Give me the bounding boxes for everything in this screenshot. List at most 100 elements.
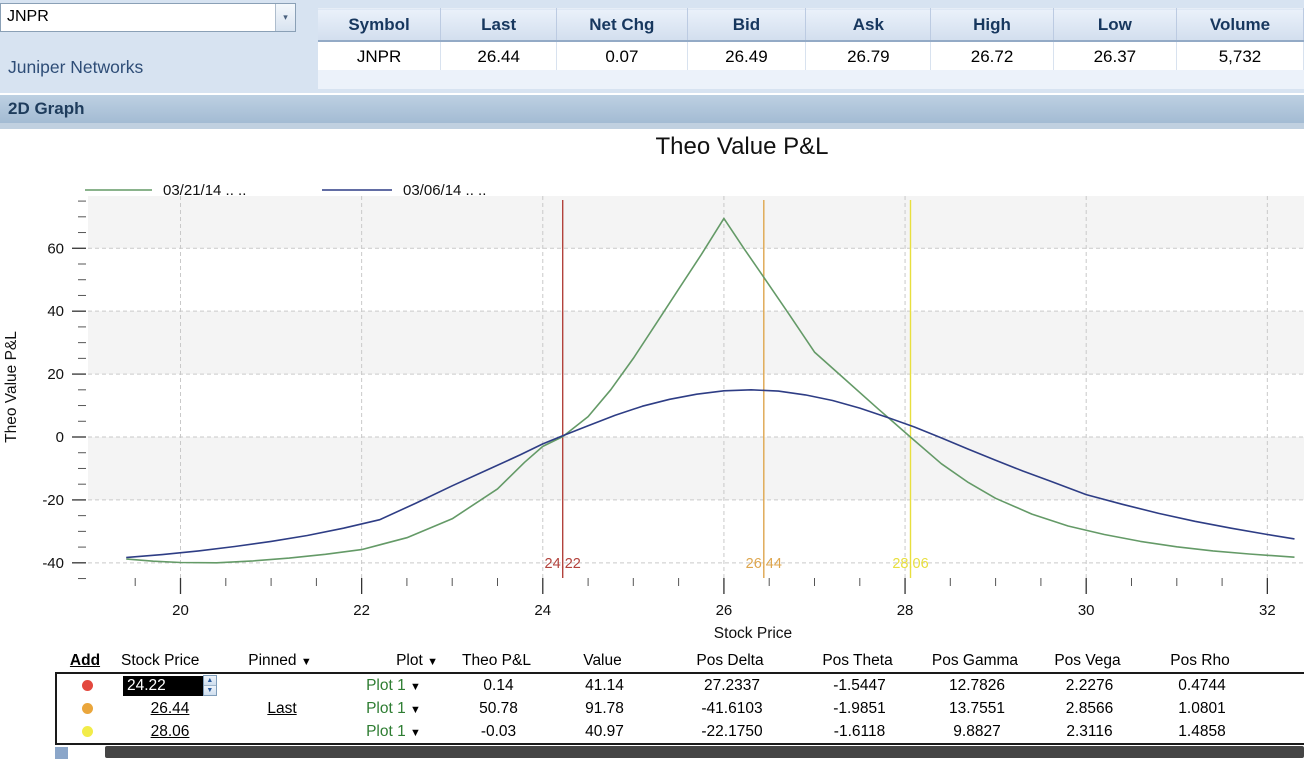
pos-gamma-cell: 13.7551	[948, 699, 1006, 717]
legend-label: 03/06/14 .. ..	[403, 182, 486, 199]
price-marker-label: 28.06	[892, 556, 928, 572]
plot-select[interactable]: Plot 1 ▼	[366, 699, 421, 717]
positions-table-body: 24.22 ▲ ▼ Plot 1 ▼ 0.14 41.14 27.2337 -1…	[55, 672, 1304, 745]
header-value: Value	[583, 651, 622, 669]
header-pos-gamma: Pos Gamma	[931, 651, 1019, 669]
dropdown-arrow-icon: ▼	[427, 655, 438, 668]
pos-rho-cell: 0.4744	[1178, 676, 1226, 694]
dropdown-arrow-icon: ▼	[410, 726, 421, 739]
quote-col-ask: Ask	[805, 8, 932, 42]
pos-delta-cell: 27.2337	[703, 676, 761, 694]
y-axis-title: Theo Value P&L	[3, 331, 20, 443]
row-color-dot	[81, 702, 93, 714]
chevron-down-icon: ▾	[283, 12, 288, 22]
pos-theta-cell: -1.9851	[833, 699, 886, 717]
quote-header-region: JNPR ▾ Juniper Networks Symbol Last Net …	[0, 0, 1304, 93]
pos-delta-cell: -41.6103	[701, 699, 763, 717]
legend-label: 03/21/14 .. ..	[163, 182, 246, 199]
pinned-cell[interactable]	[217, 674, 347, 697]
stock-price-stepper[interactable]: ▲ ▼	[202, 675, 217, 696]
pinned-cell[interactable]	[217, 720, 347, 743]
theo-pl-cell: 50.78	[479, 699, 518, 717]
y-tick-label: 40	[47, 303, 64, 320]
quote-col-low: Low	[1053, 8, 1178, 42]
price-marker-label: 26.44	[746, 556, 782, 572]
quote-netchg-value: 0.07	[556, 41, 688, 72]
quote-table-filler-row	[318, 70, 1304, 89]
pos-vega-cell: 2.3116	[1066, 722, 1113, 740]
pos-delta-cell: -22.1750	[701, 722, 763, 740]
header-theo-pl: Theo P&L	[462, 651, 531, 669]
value-cell: 41.14	[585, 676, 624, 694]
value-cell: 40.97	[585, 722, 624, 740]
theo-pl-cell: 0.14	[483, 676, 514, 694]
x-tick-label: 24	[534, 602, 551, 619]
header-pinned-dropdown[interactable]: Pinned ▼	[248, 651, 312, 669]
series-path	[126, 217, 1295, 564]
x-tick-label: 26	[716, 602, 733, 619]
y-tick-label: 20	[47, 366, 64, 383]
positions-table-header: Add Stock Price Pinned ▼ Plot ▼ Theo P&L…	[55, 650, 1260, 671]
header-pos-rho: Pos Rho	[1170, 651, 1230, 669]
plot-band	[88, 311, 1304, 375]
symbol-input[interactable]: JNPR	[7, 8, 49, 25]
y-tick-label: -20	[42, 492, 64, 509]
chart-region: Theo Value P&L 60 40 20 0 -20 -40 20 22 24 26 28 30…	[0, 129, 1304, 650]
pinned-cell[interactable]: Last	[217, 697, 347, 720]
row-color-dot	[81, 725, 93, 737]
quote-col-symbol: Symbol	[318, 8, 442, 42]
quote-col-high: High	[930, 8, 1054, 42]
stepper-down-icon[interactable]: ▼	[203, 686, 216, 695]
dropdown-arrow-icon: ▼	[300, 655, 312, 668]
stock-price-link[interactable]: 26.44	[150, 699, 190, 717]
pos-vega-cell: 2.2276	[1065, 676, 1114, 694]
quote-col-netchg: Net Chg	[556, 8, 688, 42]
symbol-dropdown-button[interactable]: ▾	[275, 4, 295, 31]
plot-band	[88, 437, 1304, 500]
scrollbar-track-piece[interactable]	[55, 747, 68, 759]
row-color-dot	[81, 679, 93, 691]
pos-theta-cell: -1.6118	[833, 722, 886, 740]
x-tick-label: 20	[172, 602, 189, 619]
y-tick-label: -40	[42, 555, 64, 572]
plot-select[interactable]: Plot 1 ▼	[366, 722, 421, 740]
quote-high-value: 26.72	[930, 41, 1054, 72]
pos-vega-cell: 2.8566	[1065, 699, 1114, 717]
header-plot-dropdown[interactable]: Plot ▼	[396, 651, 438, 669]
price-marker-label: 24.22	[545, 556, 581, 572]
pos-rho-cell: 1.0801	[1178, 699, 1226, 717]
header-pos-theta: Pos Theta	[822, 651, 893, 669]
pos-rho-cell: 1.4858	[1178, 722, 1226, 740]
horizontal-scrollbar-thumb[interactable]	[105, 746, 1304, 758]
section-header-label: 2D Graph	[8, 99, 85, 118]
pnl-chart-plot[interactable]: 60 40 20 0 -20 -40 20 22 24 26 28 30 32 24.22 26.44 28.…	[0, 129, 1304, 650]
quote-symbol-value: JNPR	[318, 41, 442, 72]
company-name: Juniper Networks	[8, 57, 144, 77]
x-tick-label: 32	[1259, 602, 1276, 619]
header-pos-vega: Pos Vega	[1054, 651, 1121, 669]
position-row: 26.44 Last Plot 1 ▼ 50.78 91.78 -41.6103…	[57, 697, 1262, 720]
pos-gamma-cell: 9.8827	[953, 722, 1001, 740]
quote-volume-value: 5,732	[1176, 41, 1304, 72]
dropdown-arrow-icon: ▼	[410, 680, 421, 693]
stock-price-edit-field[interactable]: 24.22	[123, 675, 203, 696]
pinned-last-link[interactable]: Last	[267, 699, 297, 717]
pos-gamma-cell: 12.7826	[948, 676, 1006, 694]
x-axis-title: Stock Price	[714, 625, 792, 642]
quote-col-last: Last	[440, 8, 558, 42]
quote-col-volume: Volume	[1176, 8, 1304, 42]
position-row: 28.06 Plot 1 ▼ -0.03 40.97 -22.1750 -1.6…	[57, 720, 1262, 743]
header-stock-price: Stock Price	[121, 651, 200, 669]
plot-select[interactable]: Plot 1 ▼	[366, 676, 421, 694]
x-tick-label: 28	[897, 602, 914, 619]
symbol-combo[interactable]: JNPR ▾	[0, 3, 296, 32]
x-tick-label: 30	[1078, 602, 1095, 619]
stepper-up-icon[interactable]: ▲	[203, 676, 216, 686]
section-header-2d-graph[interactable]: 2D Graph	[0, 95, 1304, 123]
series-path	[126, 389, 1295, 559]
quote-col-bid: Bid	[687, 8, 807, 42]
add-row-button[interactable]: Add	[69, 651, 101, 669]
stock-price-link[interactable]: 28.06	[150, 722, 190, 740]
y-tick-label: 60	[47, 240, 64, 257]
